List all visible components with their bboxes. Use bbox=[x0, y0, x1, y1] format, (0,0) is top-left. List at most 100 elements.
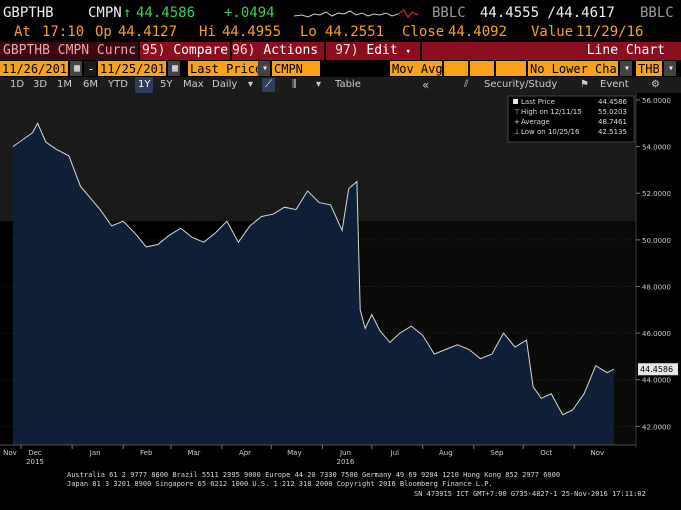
y-tick-label: 48.0000 bbox=[642, 283, 671, 291]
y-tick-label: 52.0000 bbox=[642, 190, 671, 198]
chevron-down-icon[interactable]: ▾ bbox=[664, 61, 676, 76]
legend-low-label: Low on 10/25/16 bbox=[521, 128, 580, 136]
y-tick-label: 50.0000 bbox=[642, 237, 671, 245]
bid-ask: 44.4555 /44.4617 bbox=[480, 5, 615, 21]
chevron-down-icon[interactable]: ▾ bbox=[258, 61, 270, 76]
range-1m[interactable]: 1M bbox=[57, 79, 72, 90]
flag-icon[interactable]: ⚑ bbox=[580, 79, 589, 90]
x-tick-label: May bbox=[287, 449, 301, 457]
x-tick-label: Jul bbox=[390, 449, 400, 457]
study-param-1[interactable] bbox=[444, 61, 468, 76]
x-tick-label: Mar bbox=[187, 449, 200, 457]
year-label: 2016 bbox=[337, 458, 355, 466]
edit-num: 97) bbox=[335, 43, 359, 58]
y-tick-label: 44.0000 bbox=[642, 377, 671, 385]
compare-button[interactable]: 95) Compare bbox=[140, 42, 230, 60]
period-select[interactable]: Daily bbox=[212, 79, 238, 90]
table-button[interactable]: Table bbox=[335, 79, 361, 90]
range-5y[interactable]: 5Y bbox=[160, 79, 173, 90]
range-3d[interactable]: 3D bbox=[33, 79, 48, 90]
chevron-down-icon[interactable]: ▾ bbox=[620, 61, 632, 76]
actions-label: Actions bbox=[263, 43, 319, 58]
security-study-icon[interactable]: ⫽ bbox=[464, 79, 469, 90]
calendar-icon[interactable]: ▦ bbox=[168, 61, 180, 76]
legend-avg-value: 48.7461 bbox=[598, 118, 627, 126]
security-study-button[interactable]: Security/Study bbox=[484, 79, 558, 90]
gear-icon[interactable]: ⚙ bbox=[651, 79, 660, 90]
ticker[interactable]: GBPTHB bbox=[3, 5, 54, 21]
price-source: CMPN bbox=[88, 5, 122, 21]
close-label: Close bbox=[402, 24, 445, 40]
x-tick-label: Jun bbox=[339, 449, 351, 457]
legend-low-marker: ⊥ bbox=[514, 128, 520, 136]
x-tick-label: Dec bbox=[28, 449, 42, 457]
lower-chart-select[interactable]: No Lower Chart bbox=[528, 61, 632, 76]
y-tick-label: 42.0000 bbox=[642, 423, 671, 431]
range-dash: - bbox=[84, 61, 96, 76]
currency-field[interactable]: THB bbox=[636, 61, 662, 76]
y-axis: 56.0000 54.0000 52.0000 50.0000 48.0000 46.00… bbox=[636, 97, 671, 431]
price-chart[interactable]: 56.0000 54.0000 52.0000 50.0000 48.0000 46.00… bbox=[0, 93, 681, 468]
security-name[interactable]: GBPTHB CMPN Curnc bbox=[0, 42, 138, 60]
bid-source: BBLC bbox=[432, 5, 466, 21]
legend-avg-marker: + bbox=[514, 118, 520, 126]
study-param-3[interactable] bbox=[496, 61, 526, 76]
event-button[interactable]: Event bbox=[600, 79, 629, 90]
legend-last-value: 44.4586 bbox=[598, 98, 627, 106]
x-tick-label: Nov bbox=[590, 449, 604, 457]
range-6m[interactable]: 6M bbox=[83, 79, 98, 90]
start-date-field[interactable]: 11/26/2015 bbox=[0, 61, 75, 76]
range-1d[interactable]: 1D bbox=[10, 79, 25, 90]
close-value: 44.4092 bbox=[448, 24, 508, 40]
calendar-icon[interactable]: ▦ bbox=[70, 61, 82, 76]
x-tick-label: Oct bbox=[540, 449, 552, 457]
compare-num: 95) bbox=[141, 43, 166, 58]
at-time: 17:10 bbox=[42, 24, 85, 40]
quote-bar: GBPTHB CMPN ↑ 44.4586 +.0494 BBLC 44.455… bbox=[0, 3, 681, 23]
field-select[interactable]: Last Price bbox=[188, 61, 263, 76]
footer-contacts-2: Japan 81 3 3201 8900 Singapore 65 6212 1… bbox=[67, 480, 493, 488]
menu-bar: GBPTHB CMPN Curnc 95) Compare 96) Action… bbox=[0, 42, 681, 60]
x-tick-label: Jan bbox=[89, 449, 101, 457]
collapse-icon[interactable]: « bbox=[422, 78, 430, 92]
chevron-down-icon: ▾ bbox=[248, 79, 254, 90]
x-tick-label: Nov bbox=[3, 449, 17, 457]
high-label: Hi bbox=[199, 24, 216, 40]
controls-bar: 11/26/2015 ▦ - 11/25/2016 ▦ Last Price ▾… bbox=[0, 61, 681, 77]
footer-session: SN 473915 ICT GMT+7:00 G735-4827-1 25-No… bbox=[414, 490, 646, 498]
legend-low-value: 42.5135 bbox=[598, 128, 627, 136]
legend-high-label: High on 12/11/15 bbox=[521, 108, 582, 116]
chevron-down-icon[interactable]: ▾ bbox=[316, 79, 322, 90]
x-tick-label: Feb bbox=[140, 449, 153, 457]
chart-type-button[interactable]: Line Chart bbox=[422, 42, 681, 60]
source-field[interactable]: CMPN bbox=[272, 61, 320, 76]
edit-button[interactable]: 97) Edit ▾ bbox=[326, 42, 420, 60]
y-tick-label: 56.0000 bbox=[642, 97, 671, 105]
value-label: Value bbox=[531, 24, 574, 40]
range-ytd[interactable]: YTD bbox=[108, 79, 128, 90]
x-axis: Nov Dec Jan Feb Mar Apr May Jun Jul Aug Sep Oct Nov 2… bbox=[0, 444, 636, 466]
y-tick-label: 46.0000 bbox=[642, 330, 671, 338]
low-value: 44.2551 bbox=[325, 24, 385, 40]
chevron-down-icon: ▾ bbox=[405, 47, 411, 57]
range-max[interactable]: Max bbox=[183, 79, 204, 90]
legend-avg-label: Average bbox=[521, 118, 550, 126]
range-1y[interactable]: 1Y bbox=[135, 77, 154, 93]
low-label: Lo bbox=[300, 24, 317, 40]
compare-label: Compare bbox=[173, 43, 229, 58]
actions-num: 96) bbox=[232, 43, 256, 58]
study-param-2[interactable] bbox=[470, 61, 494, 76]
study-select[interactable]: Mov Avg bbox=[390, 61, 443, 76]
price-area bbox=[12, 123, 614, 446]
legend-high-marker: ⊤ bbox=[514, 108, 520, 116]
legend-high-value: 55.0203 bbox=[598, 108, 627, 116]
open-label: Op bbox=[95, 24, 112, 40]
x-tick-label: Apr bbox=[239, 449, 251, 457]
legend-last-label: Last Price bbox=[521, 98, 555, 106]
x-tick-label: Sep bbox=[490, 449, 504, 457]
line-chart-icon[interactable]: ⟋ bbox=[262, 78, 275, 92]
actions-button[interactable]: 96) Actions ▾ bbox=[232, 42, 331, 60]
bar-chart-icon[interactable]: ⫼ bbox=[292, 79, 297, 90]
legend: Last Price 44.4586 ⊤ High on 12/11/15 55… bbox=[507, 95, 635, 143]
end-date-field[interactable]: 11/25/2016 bbox=[98, 61, 173, 76]
